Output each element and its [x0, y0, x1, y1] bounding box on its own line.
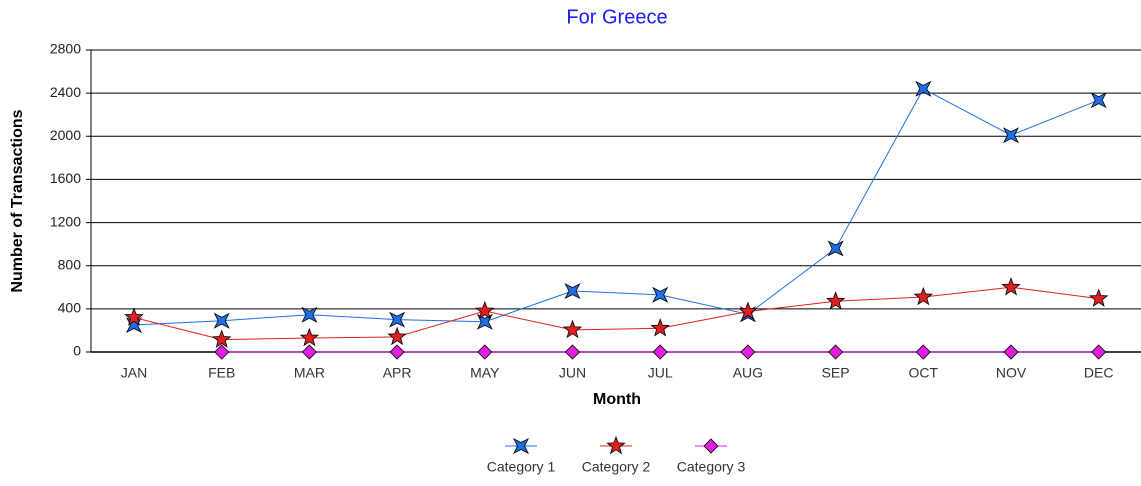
- data-point: [475, 300, 495, 320]
- y-tick-label: 0: [73, 343, 81, 359]
- legend-label: Category 3: [677, 459, 746, 475]
- x-tick-label: AUG: [733, 365, 763, 381]
- data-point: [652, 286, 669, 303]
- data-point: [212, 329, 232, 348]
- data-point: [1091, 344, 1107, 360]
- data-point: [564, 344, 581, 360]
- x-tick-label: APR: [383, 365, 412, 381]
- legend-label: Category 1: [487, 459, 556, 475]
- data-point: [740, 344, 756, 360]
- data-point: [299, 327, 320, 347]
- data-point: [652, 344, 668, 360]
- data-point: [913, 286, 933, 306]
- data-point: [1002, 127, 1020, 144]
- data-point: [828, 344, 844, 360]
- data-point: [1001, 277, 1021, 296]
- y-tick-label: 2000: [50, 127, 81, 143]
- data-point: [827, 240, 844, 257]
- x-tick-label: MAY: [470, 365, 500, 381]
- x-tick-label: DEC: [1084, 365, 1114, 381]
- y-tick-label: 400: [58, 300, 82, 316]
- x-axis-label: Month: [593, 391, 641, 408]
- chart-title: For Greece: [566, 6, 667, 28]
- data-point: [1089, 288, 1109, 307]
- data-point: [124, 307, 144, 326]
- y-tick-label: 800: [58, 256, 82, 272]
- legend-marker: [606, 435, 626, 455]
- x-tick-label: NOV: [996, 365, 1027, 381]
- x-tick-label: JUL: [648, 365, 673, 381]
- y-tick-label: 2800: [50, 41, 81, 57]
- data-point: [301, 344, 317, 360]
- legend-marker: [703, 438, 719, 454]
- y-tick-label: 1600: [50, 170, 81, 186]
- data-point: [825, 291, 846, 310]
- y-tick-label: 1200: [50, 213, 81, 229]
- data-point: [650, 318, 670, 337]
- data-point: [213, 312, 230, 329]
- legend-label: Category 2: [582, 459, 651, 475]
- data-point: [477, 344, 493, 360]
- series-line: [133, 88, 1099, 326]
- legend-marker: [512, 437, 530, 455]
- series-line: [133, 286, 1099, 341]
- x-tick-label: JUN: [559, 365, 586, 381]
- data-point: [1003, 344, 1019, 360]
- data-point: [738, 301, 758, 320]
- data-point: [915, 80, 932, 97]
- data-point: [1090, 92, 1107, 109]
- data-point: [915, 344, 931, 360]
- data-point: [214, 344, 230, 360]
- data-point: [389, 344, 405, 360]
- data-point: [387, 326, 407, 346]
- x-tick-label: SEP: [822, 365, 850, 381]
- x-tick-label: JAN: [121, 365, 147, 381]
- data-point: [476, 313, 493, 330]
- x-tick-label: FEB: [208, 365, 235, 381]
- data-point: [564, 283, 581, 299]
- y-axis-label: Number of Transactions: [9, 109, 26, 292]
- x-tick-label: MAR: [294, 365, 325, 381]
- data-point: [301, 306, 318, 323]
- data-point: [562, 319, 583, 339]
- y-tick-label: 2400: [50, 84, 81, 100]
- x-tick-label: OCT: [909, 365, 939, 381]
- data-point: [389, 311, 406, 328]
